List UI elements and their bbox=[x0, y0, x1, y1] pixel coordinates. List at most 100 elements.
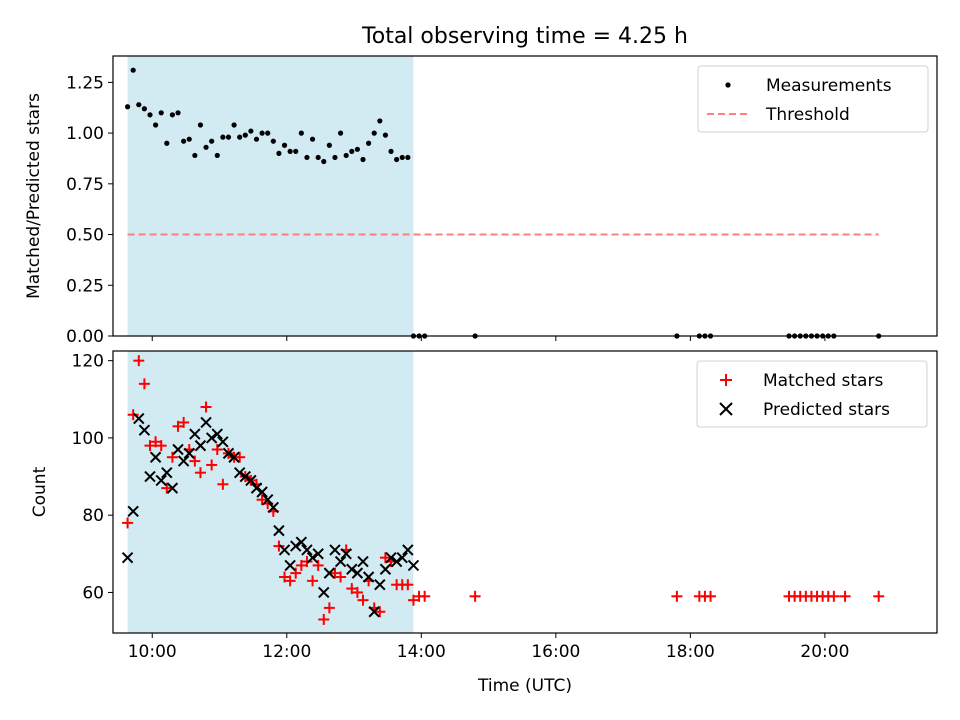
bottom-legend-frame bbox=[696, 360, 928, 428]
bottom-y-axis-label: Count bbox=[30, 466, 50, 517]
predicted-star-point bbox=[172, 443, 184, 456]
predicted-star-point bbox=[284, 559, 296, 572]
bottom-x-axis-label: Time (UTC) bbox=[477, 676, 572, 696]
top-observing-span bbox=[127, 56, 414, 336]
matched-star-point bbox=[144, 440, 156, 452]
predicted-star-point bbox=[233, 466, 246, 479]
top-panel: 0.00 0.25 0.50 0.75 1.00 1.25 Matched/Predict… bbox=[24, 55, 938, 347]
top-axes-frame bbox=[112, 55, 938, 337]
predicted-star-point bbox=[323, 567, 336, 579]
matched-star-point bbox=[705, 590, 717, 602]
measurement-point bbox=[231, 122, 237, 128]
x-tick-label-5: 20:00 bbox=[800, 642, 849, 662]
predicted-star-point bbox=[273, 524, 285, 537]
top-plot-area bbox=[124, 56, 882, 339]
measurement-point bbox=[298, 130, 304, 136]
measurement-point bbox=[164, 140, 170, 146]
matched-star-point bbox=[312, 559, 324, 571]
measurement-point bbox=[371, 130, 377, 136]
predicted-star-point bbox=[200, 416, 212, 429]
top-y-tick-label-3: 0.75 bbox=[66, 175, 104, 195]
legend-matched-marker bbox=[720, 374, 732, 386]
matched-star-point bbox=[122, 517, 134, 529]
bottom-x-ticks: 10:00 12:00 14:00 16:00 18:00 20:00 bbox=[128, 633, 849, 662]
matched-star-point bbox=[217, 478, 229, 490]
measurement-point bbox=[360, 156, 366, 163]
measurement-point bbox=[259, 130, 265, 136]
top-y-tick-label-4: 1.00 bbox=[66, 124, 104, 144]
predicted-star-point bbox=[161, 466, 173, 479]
measurement-point bbox=[343, 152, 349, 159]
measurement-point bbox=[321, 158, 327, 165]
top-x-ticks bbox=[151, 336, 826, 341]
matched-star-point bbox=[234, 451, 246, 463]
predicted-star-point bbox=[329, 544, 341, 556]
legend-predicted-marker bbox=[719, 402, 733, 416]
measurement-point bbox=[304, 154, 310, 161]
bottom-legend: Matched stars Predicted stars bbox=[696, 360, 928, 428]
matched-star-point bbox=[150, 436, 162, 448]
matched-star-point bbox=[379, 552, 391, 564]
measurement-point bbox=[141, 106, 147, 112]
matched-star-point bbox=[138, 378, 150, 390]
measurement-point bbox=[225, 134, 232, 140]
matched-star-point bbox=[178, 416, 190, 428]
measurement-point bbox=[366, 140, 372, 146]
measurement-point bbox=[130, 67, 136, 73]
matched-star-point bbox=[155, 440, 167, 452]
predicted-star-point bbox=[396, 551, 408, 564]
predicted-star-point bbox=[138, 424, 151, 436]
predicted-star-point bbox=[127, 505, 139, 518]
predicted-star-point bbox=[340, 548, 352, 560]
bottom-y-tick-label-0: 60 bbox=[82, 583, 104, 603]
predicted-star-point bbox=[177, 455, 190, 467]
measurement-point bbox=[253, 136, 260, 142]
measurement-point bbox=[276, 150, 282, 156]
measurement-point bbox=[281, 142, 288, 148]
predicted-star-point bbox=[351, 567, 364, 579]
measurement-point bbox=[242, 132, 248, 138]
predicted-star-point bbox=[239, 470, 251, 483]
measurement-point bbox=[203, 144, 209, 150]
measurement-point bbox=[153, 122, 159, 128]
measurement-point bbox=[209, 138, 215, 144]
predicted-star-point bbox=[346, 563, 358, 575]
predicted-star-point bbox=[362, 571, 375, 583]
predicted-star-point bbox=[262, 494, 274, 506]
measurement-point bbox=[332, 154, 338, 161]
predicted-star-point bbox=[149, 451, 162, 463]
predicted-star-point bbox=[144, 470, 156, 483]
matched-star-point bbox=[161, 482, 173, 494]
x-tick-label-1: 12:00 bbox=[262, 642, 311, 662]
predicted-star-point bbox=[189, 428, 201, 440]
matched-star-point bbox=[828, 590, 840, 602]
measurement-point bbox=[214, 152, 220, 159]
matched-star-point bbox=[318, 613, 330, 625]
legend-measurements-marker bbox=[725, 82, 731, 88]
matched-star-point bbox=[839, 590, 851, 602]
matched-star-point bbox=[323, 602, 335, 614]
measurement-point bbox=[315, 154, 321, 161]
matched-star-point bbox=[301, 556, 313, 568]
matched-star-point bbox=[127, 409, 139, 421]
measurement-point bbox=[158, 110, 164, 116]
legend-measurements-label: Measurements bbox=[766, 76, 892, 96]
matched-star-point bbox=[407, 594, 419, 606]
measurement-point bbox=[349, 148, 355, 154]
measurement-point bbox=[124, 104, 131, 110]
measurement-point bbox=[394, 156, 400, 163]
predicted-star-point bbox=[183, 447, 195, 460]
matched-star-point bbox=[402, 579, 414, 591]
x-tick-label-0: 10:00 bbox=[128, 642, 177, 662]
matched-star-point bbox=[419, 590, 431, 602]
top-legend: Measurements Threshold bbox=[697, 65, 929, 133]
top-y-ticks: 0.00 0.25 0.50 0.75 1.00 1.25 bbox=[66, 73, 113, 347]
predicted-star-point bbox=[390, 555, 403, 568]
x-tick-label-2: 14:00 bbox=[397, 642, 446, 662]
measurement-point bbox=[270, 138, 276, 144]
x-tick-label-3: 16:00 bbox=[531, 642, 580, 662]
measurement-point bbox=[169, 112, 176, 118]
matched-star-point bbox=[671, 590, 683, 602]
measurement-point bbox=[293, 148, 299, 154]
measurement-point bbox=[197, 122, 204, 128]
